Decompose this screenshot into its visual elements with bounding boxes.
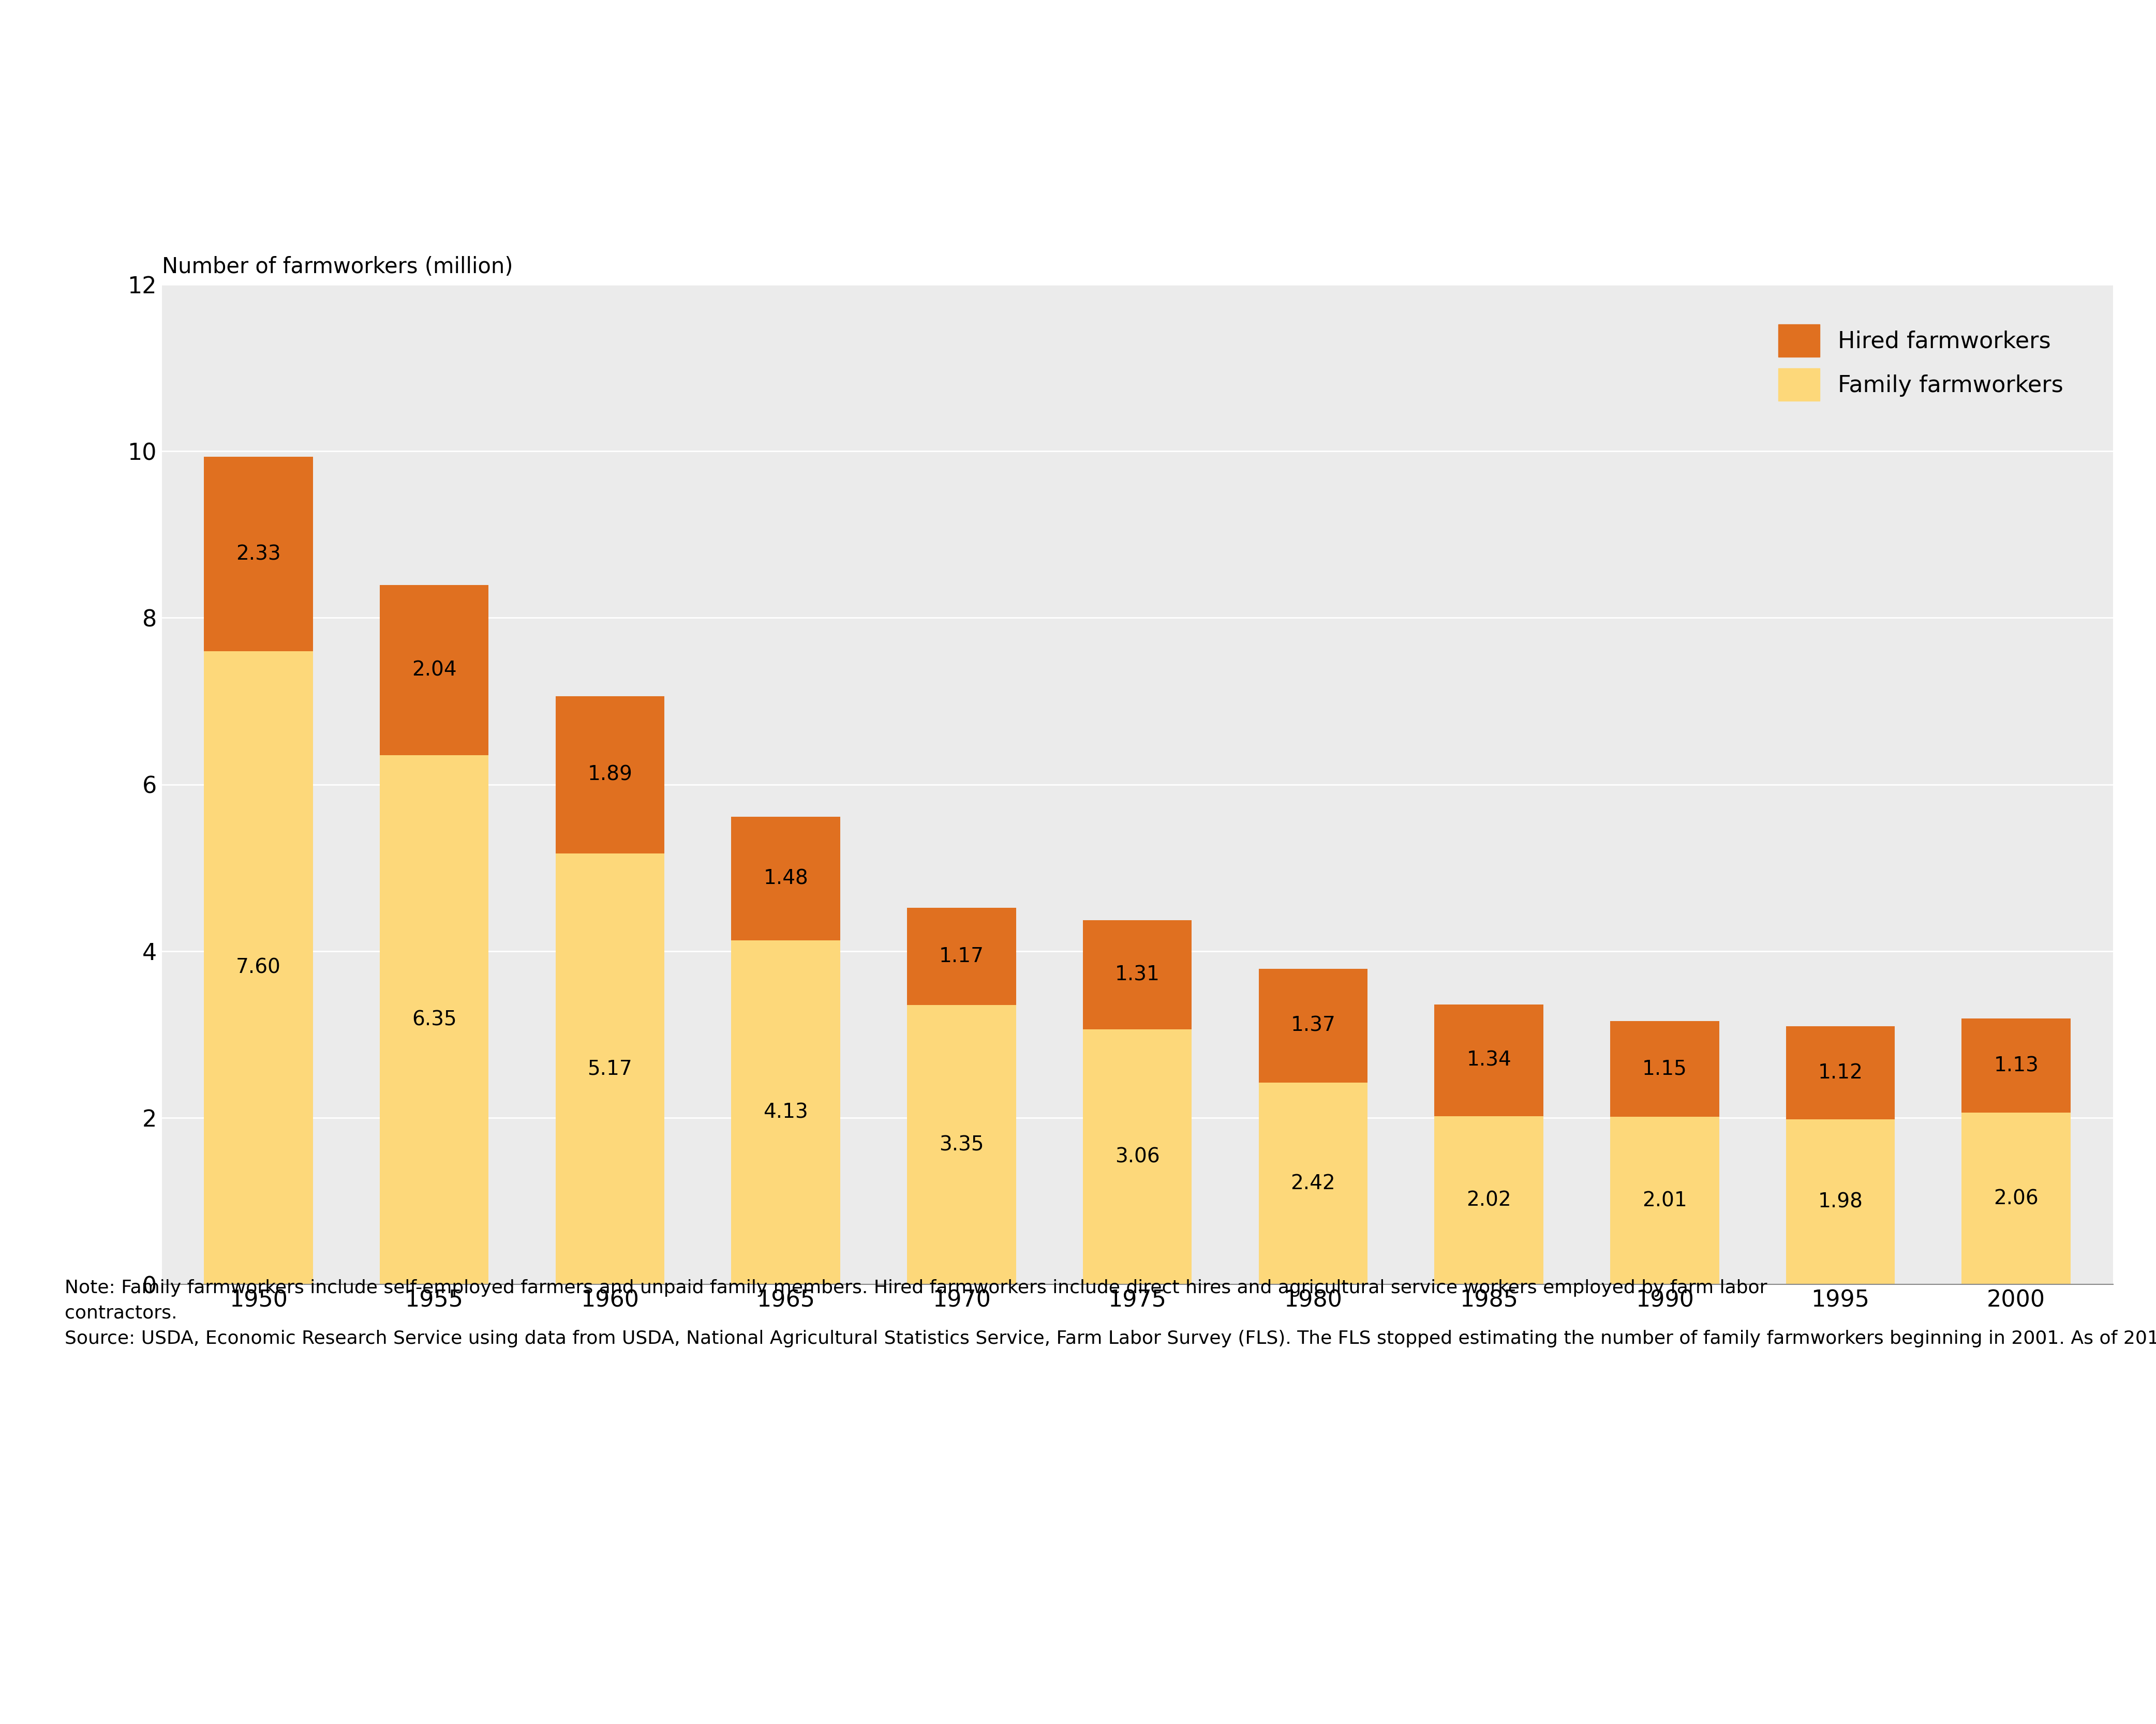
Text: 2.04: 2.04: [412, 660, 457, 679]
Text: 1.48: 1.48: [763, 869, 808, 888]
Text: Family and hired farmworkers on U.S. farms, 1950-2000: Family and hired farmworkers on U.S. far…: [39, 86, 1130, 122]
Text: 1.98: 1.98: [1818, 1191, 1863, 1212]
Text: Note: Family farmworkers include self-employed farmers and unpaid family members: Note: Family farmworkers include self-em…: [65, 1279, 2156, 1348]
Bar: [556, 853, 664, 1284]
Bar: [1259, 969, 1367, 1083]
Text: 7.60: 7.60: [235, 959, 280, 978]
Bar: [1259, 1083, 1367, 1284]
Text: 4.13: 4.13: [763, 1102, 808, 1122]
Bar: [1434, 1115, 1544, 1284]
Bar: [1962, 1019, 2070, 1112]
Bar: [908, 909, 1015, 1005]
Text: 1.37: 1.37: [1291, 1015, 1335, 1036]
Bar: [1082, 921, 1192, 1029]
Text: 1.13: 1.13: [1994, 1055, 2040, 1076]
Bar: [1434, 1005, 1544, 1115]
Bar: [379, 755, 489, 1284]
Text: 3.06: 3.06: [1115, 1146, 1160, 1167]
Bar: [1785, 1119, 1895, 1284]
Bar: [1611, 1021, 1718, 1117]
Text: 2.01: 2.01: [1643, 1191, 1688, 1210]
Bar: [556, 696, 664, 853]
Bar: [731, 817, 841, 940]
Bar: [1962, 1112, 2070, 1284]
Bar: [1785, 1026, 1895, 1119]
Text: 1.17: 1.17: [940, 946, 983, 967]
Bar: [1082, 1029, 1192, 1284]
Bar: [379, 584, 489, 755]
Bar: [731, 940, 841, 1284]
Text: 1.31: 1.31: [1115, 965, 1160, 984]
Text: Number of farmworkers (million): Number of farmworkers (million): [162, 255, 513, 278]
Legend: Hired farmworkers, Family farmworkers: Hired farmworkers, Family farmworkers: [1759, 305, 2083, 419]
Bar: [1611, 1117, 1718, 1284]
Text: 6.35: 6.35: [412, 1010, 457, 1029]
Text: 3.35: 3.35: [940, 1134, 983, 1155]
Text: 2.06: 2.06: [1994, 1190, 2040, 1209]
Text: 1.15: 1.15: [1643, 1059, 1688, 1079]
Bar: [205, 457, 313, 652]
Text: 2.33: 2.33: [235, 545, 280, 564]
Bar: [908, 1005, 1015, 1284]
Text: 1.34: 1.34: [1466, 1050, 1511, 1071]
Text: 5.17: 5.17: [586, 1059, 632, 1079]
Text: 1.12: 1.12: [1818, 1064, 1863, 1083]
Bar: [205, 652, 313, 1284]
Text: 1.89: 1.89: [586, 765, 632, 784]
Text: 2.42: 2.42: [1291, 1174, 1335, 1193]
Text: 2.02: 2.02: [1466, 1190, 1511, 1210]
